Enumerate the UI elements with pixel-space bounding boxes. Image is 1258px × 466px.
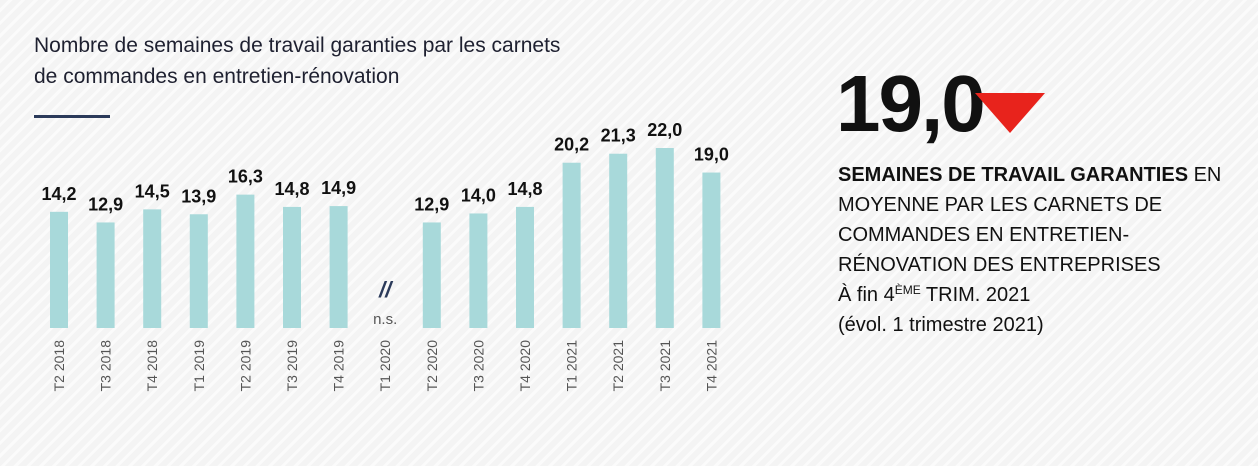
title-line: Nombre de semaines de travail garanties …: [34, 34, 561, 57]
x-tick-label: T4 2019: [331, 340, 347, 392]
value-label: 13,9: [181, 186, 216, 206]
key-figure: 19,0: [836, 59, 986, 148]
x-tick-label: T3 2021: [657, 340, 673, 392]
value-label: 14,8: [507, 179, 542, 199]
date-suffix: TRIM. 2021: [920, 284, 1031, 306]
value-label: 16,3: [228, 167, 263, 187]
date-sup: ÈME: [894, 283, 921, 297]
x-tick-label: T1 2020: [377, 340, 393, 392]
value-label: 19,0: [694, 145, 729, 165]
value-label: 22,0: [647, 120, 682, 140]
x-tick-label: T4 2018: [144, 340, 160, 392]
x-tick-label: T2 2018: [51, 340, 67, 392]
bar: [422, 222, 441, 328]
down-triangle: [975, 93, 1045, 133]
value-label: 14,5: [135, 181, 170, 201]
value-label: 12,9: [88, 194, 123, 214]
value-label: 21,3: [601, 126, 636, 146]
x-tick-label: T3 2019: [284, 340, 300, 392]
x-tick-label: T1 2021: [564, 340, 580, 392]
x-tick-label: T4 2020: [517, 340, 533, 392]
note: (évol. 1 trimestre 2021): [838, 314, 1044, 336]
summary: SEMAINES DE TRAVAIL GARANTIES EN MOYENNE…: [838, 160, 1228, 340]
value-label: 14,2: [41, 184, 76, 204]
bar: [50, 211, 68, 328]
bar: [96, 222, 115, 328]
value-label: n.s.: [373, 311, 397, 328]
value-label: 20,2: [554, 135, 589, 155]
x-tick-label: T4 2021: [703, 340, 719, 392]
trend-icon: [975, 93, 1045, 133]
x-tick-label: T2 2020: [424, 340, 440, 392]
title-rule: [34, 115, 110, 118]
x-tick-label: T1 2019: [191, 340, 207, 392]
gap-mark: //: [378, 277, 394, 302]
bar: [143, 209, 162, 328]
x-tick-label: T3 2018: [98, 340, 114, 392]
title-line: de commandes en entretien-rénovation: [34, 65, 400, 88]
bar: [609, 153, 628, 328]
bar: [516, 206, 534, 328]
bar: [283, 206, 301, 328]
summary-rest: EN MOYENNE PAR LES CARNETS DE COMMANDES …: [838, 164, 1222, 276]
date-prefix: À fin 4: [838, 284, 895, 306]
bar: [189, 214, 208, 328]
bar: [469, 213, 488, 328]
value-label: 14,8: [274, 179, 309, 199]
chart-title: Nombre de semaines de travail garanties …: [34, 30, 560, 92]
bar: [655, 148, 674, 328]
bar: [702, 172, 721, 328]
date: À fin 4ÈME TRIM. 2021: [838, 280, 1228, 310]
x-tick-label: T2 2019: [237, 340, 253, 392]
summary-bold: SEMAINES DE TRAVAIL GARANTIES: [838, 164, 1189, 186]
bar: [562, 162, 581, 328]
chart: T2 2018 14,2 T3 2018 12,9 T4 2018 14,5 T1 2019…: [41, 120, 729, 392]
bar: [236, 194, 255, 328]
value-label: 14,9: [321, 178, 356, 198]
x-tick-label: T3 2020: [470, 340, 486, 392]
summary-text: SEMAINES DE TRAVAIL GARANTIES EN MOYENNE…: [838, 160, 1228, 280]
value-label: 12,9: [414, 194, 449, 214]
x-tick-label: T2 2021: [610, 340, 626, 392]
value-label: 14,0: [461, 185, 496, 205]
bar: [329, 206, 348, 328]
